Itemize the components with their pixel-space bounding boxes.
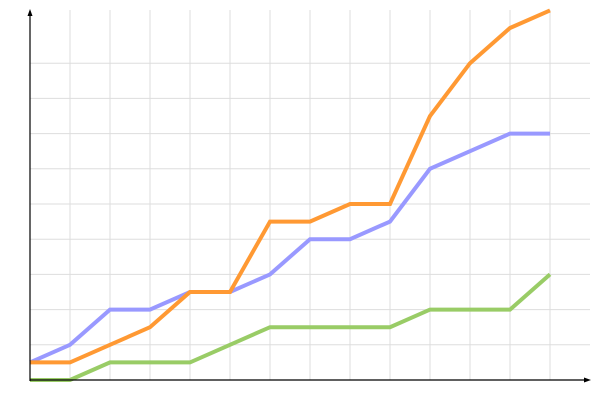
grid bbox=[30, 10, 590, 380]
series-group bbox=[29, 8, 552, 382]
series-line-1 bbox=[29, 131, 550, 365]
series-line-2 bbox=[30, 8, 551, 365]
x-axis-arrow-icon bbox=[584, 377, 591, 383]
axes bbox=[27, 9, 591, 383]
y-axis-arrow-icon bbox=[27, 9, 33, 16]
series-line-3 bbox=[30, 272, 552, 382]
